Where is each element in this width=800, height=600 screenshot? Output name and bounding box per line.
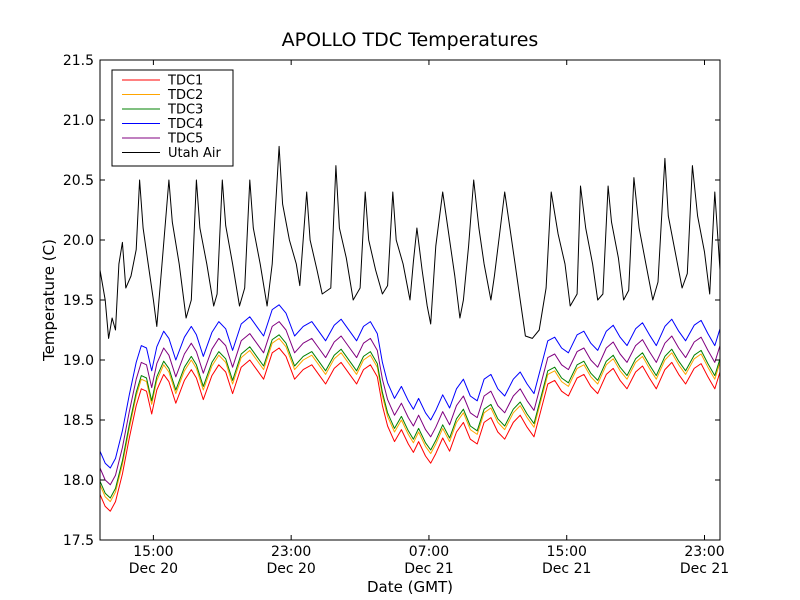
y-tick-label: 20.5 <box>63 173 94 189</box>
y-tick-label: 18.0 <box>63 473 94 489</box>
y-axis: 17.5 18.0 18.5 19.0 19.5 20.0 20.5 21.0 21.5 <box>63 53 720 549</box>
x-tick-date: Dec 21 <box>404 561 453 577</box>
x-tick-date: Dec 21 <box>542 561 591 577</box>
legend-label: TDC2 <box>167 88 203 103</box>
y-tick-label: 19.5 <box>63 293 94 309</box>
x-axis-label: Date (GMT) <box>367 578 453 596</box>
x-tick-time: 07:00 <box>409 544 449 560</box>
series-line-tdc2 <box>99 337 721 503</box>
legend-box <box>111 69 234 167</box>
x-tick-time: 15:00 <box>547 544 587 560</box>
y-axis-label: Temperature (C) <box>40 239 58 362</box>
legend-label: TDC3 <box>167 103 203 118</box>
x-tick-time: 23:00 <box>684 544 724 560</box>
series-line-tdc1 <box>99 347 721 512</box>
legend-label: TDC1 <box>167 74 203 89</box>
plot-lines <box>99 145 721 512</box>
x-tick-date: Dec 21 <box>680 561 729 577</box>
x-tick-date: Dec 20 <box>129 561 178 577</box>
legend-label: TDC5 <box>167 132 203 147</box>
x-tick-time: 23:00 <box>271 544 311 560</box>
x-tick-time: 15:00 <box>133 544 173 560</box>
x-tick-date: Dec 20 <box>266 561 315 577</box>
y-tick-label: 19.0 <box>63 353 94 369</box>
series-line-tdc3 <box>99 334 721 499</box>
legend-label: Utah Air <box>168 146 221 161</box>
y-tick-label: 20.0 <box>63 233 94 249</box>
series-line-utah-air <box>99 145 721 339</box>
y-tick-label: 21.5 <box>63 53 94 69</box>
chart-title: APOLLO TDC Temperatures <box>282 29 539 51</box>
y-tick-label: 18.5 <box>63 413 94 429</box>
y-tick-label: 21.0 <box>63 113 94 129</box>
legend-label: TDC4 <box>167 117 203 132</box>
y-tick-label: 17.5 <box>63 533 94 549</box>
series-line-tdc4 <box>99 304 721 469</box>
series-line-tdc5 <box>99 321 721 486</box>
